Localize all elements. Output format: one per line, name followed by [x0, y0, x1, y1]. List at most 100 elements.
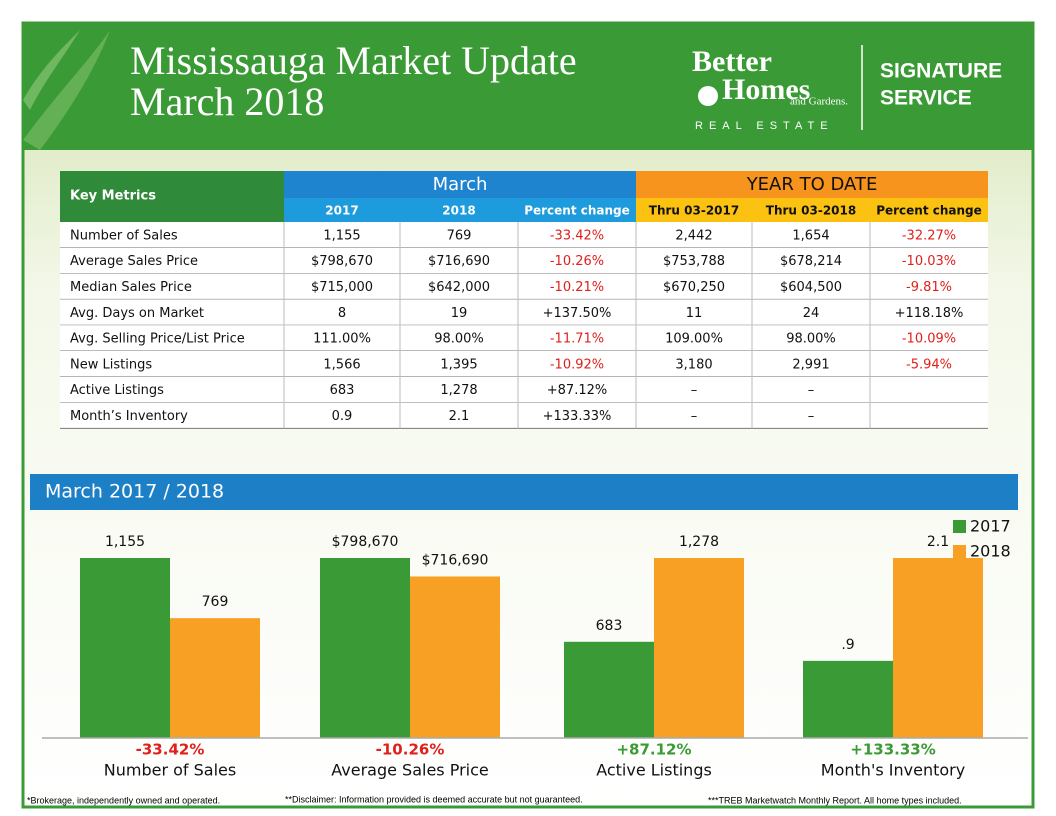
cell: 8 [338, 306, 346, 321]
change-label: +133.33% [850, 741, 935, 759]
category-label: Number of Sales [104, 761, 236, 780]
footnote: *Brokerage, independently owned and oper… [27, 795, 220, 805]
value-label: $798,670 [332, 534, 399, 550]
row [60, 273, 988, 300]
cell: – [808, 383, 815, 398]
leaf [23, 30, 80, 110]
cell: Avg. Selling Price/List Price [70, 332, 245, 347]
category-label: Average Sales Price [331, 761, 489, 780]
value-label: 1,155 [105, 534, 145, 550]
cell: 2,442 [675, 228, 712, 243]
cell: Average Sales Price [70, 254, 198, 269]
table: Key Metrics March YEAR TO DATE 2017 2018 Perc… [60, 171, 988, 429]
cell: New Listings [70, 357, 152, 372]
bar [80, 558, 170, 738]
cell: $678,214 [780, 254, 842, 269]
cell: $670,250 [663, 280, 725, 295]
logo-text: and Gardens. [790, 96, 848, 108]
cell: -11.71% [550, 332, 604, 347]
cell: – [691, 383, 698, 398]
bar [564, 641, 654, 738]
cell: +118.18% [895, 306, 964, 321]
cell: Median Sales Price [70, 280, 192, 295]
cell: 1,278 [440, 383, 477, 398]
logo-text: Better [692, 45, 772, 78]
column-header: 2018 [442, 204, 475, 218]
bar [803, 660, 893, 738]
badge-text: SIGNATURE [880, 60, 1002, 83]
cell: -10.21% [550, 280, 604, 295]
bar [320, 558, 410, 738]
badge-text: SERVICE [880, 87, 972, 110]
row [60, 247, 988, 274]
change-label: -10.26% [376, 741, 445, 759]
legend-label: 2017 [970, 517, 1011, 536]
bar [410, 576, 500, 738]
row [60, 376, 988, 403]
header-cell [752, 198, 870, 222]
cell: Active Listings [70, 383, 164, 398]
footnote: ***TREB Marketwatch Monthly Report. All … [708, 795, 962, 805]
value-label: $716,690 [422, 552, 489, 568]
column-header: Percent change [876, 204, 982, 218]
cell: 1,395 [440, 357, 477, 372]
cell: 0.9 [332, 409, 353, 424]
cell: -10.03% [902, 254, 956, 269]
cell: 1,654 [792, 228, 829, 243]
legend-swatch [953, 545, 966, 558]
chart-title: March 2017 / 2018 [45, 481, 224, 503]
cell: 2,991 [792, 357, 829, 372]
category-label: Month's Inventory [821, 761, 965, 780]
header-cell [284, 198, 400, 222]
cell: 11 [686, 306, 703, 321]
header-text: March [433, 174, 488, 195]
header-cell [636, 198, 752, 222]
chart: 1,155 769 -33.42% Number of Sales $798,670 $7… [80, 517, 1011, 780]
row [60, 299, 988, 326]
cell: 109.00% [665, 332, 723, 347]
cell: $798,670 [311, 254, 373, 269]
cell: 2.1 [449, 409, 470, 424]
cell: – [808, 409, 815, 424]
logo-icon [698, 86, 718, 106]
cell: 24 [803, 306, 820, 321]
cell: 19 [451, 306, 468, 321]
cell: -9.81% [906, 280, 952, 295]
cell: +87.12% [547, 383, 607, 398]
change-label: -33.42% [136, 741, 205, 759]
cell: 98.00% [434, 332, 484, 347]
cell: 98.00% [786, 332, 836, 347]
header-cell [636, 171, 988, 198]
value-label: .9 [841, 637, 854, 653]
column-header: Thru 03-2017 [649, 204, 739, 218]
header-cell [870, 198, 988, 222]
header-band [23, 23, 1033, 150]
column-header: 2017 [325, 204, 358, 218]
logo-text: Homes [722, 73, 810, 106]
header-cell [518, 198, 636, 222]
cell: 683 [330, 383, 355, 398]
cell: 1,155 [323, 228, 360, 243]
cell: Number of Sales [70, 228, 178, 243]
cell: -5.94% [906, 357, 952, 372]
cell: 769 [447, 228, 472, 243]
column-header: Percent change [524, 204, 630, 218]
leaf [23, 30, 110, 150]
bar [654, 558, 744, 738]
title: March 2018 [130, 79, 324, 124]
cell: -33.42% [550, 228, 604, 243]
bar [893, 558, 983, 738]
footnote: **Disclaimer: Information provided is de… [285, 794, 583, 804]
header-cell [400, 198, 518, 222]
cell: $715,000 [311, 280, 373, 295]
cell: -10.92% [550, 357, 604, 372]
row [60, 222, 988, 248]
row [60, 325, 988, 351]
cell: – [691, 409, 698, 424]
value-label: 769 [202, 594, 229, 610]
cell: -32.27% [902, 228, 956, 243]
change-label: +87.12% [616, 741, 691, 759]
category-label: Active Listings [596, 761, 712, 780]
row [60, 402, 988, 429]
